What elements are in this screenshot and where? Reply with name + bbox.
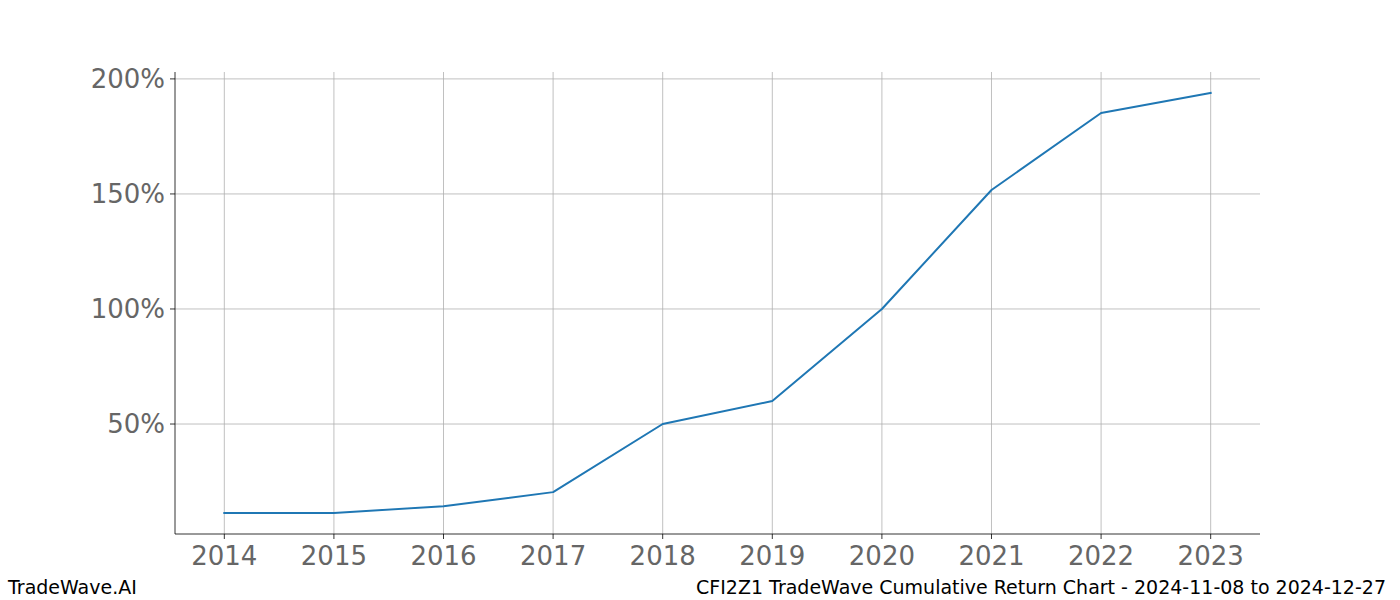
chart-title: CFI2Z1 TradeWave Cumulative Return Chart… <box>696 576 1386 598</box>
x-tick-label: 2022 <box>1068 541 1134 571</box>
x-tick-label: 2018 <box>630 541 696 571</box>
x-grid-line <box>881 72 882 534</box>
x-tick-label: 2023 <box>1178 541 1244 571</box>
x-tick <box>1101 534 1102 539</box>
x-tick-label: 2017 <box>520 541 586 571</box>
x-tick-label: 2014 <box>191 541 257 571</box>
plot-area <box>224 93 1210 513</box>
x-tick <box>991 534 992 539</box>
x-grid-line <box>772 72 773 534</box>
x-axis <box>175 534 1260 535</box>
y-tick <box>170 193 175 194</box>
y-tick-label: 100% <box>91 294 165 324</box>
y-tick-label: 50% <box>107 409 165 439</box>
x-grid-line <box>1210 72 1211 534</box>
x-grid-line <box>1101 72 1102 534</box>
series-line <box>224 93 1210 513</box>
x-tick <box>662 534 663 539</box>
x-tick <box>333 534 334 539</box>
y-tick-label: 200% <box>91 64 165 94</box>
x-tick-label: 2019 <box>739 541 805 571</box>
y-tick <box>170 308 175 309</box>
y-grid-line <box>175 78 1260 79</box>
x-tick <box>553 534 554 539</box>
x-tick-label: 2015 <box>301 541 367 571</box>
x-grid-line <box>224 72 225 534</box>
x-grid-line <box>443 72 444 534</box>
x-tick-label: 2016 <box>410 541 476 571</box>
x-tick <box>224 534 225 539</box>
x-tick-label: 2021 <box>958 541 1024 571</box>
y-tick <box>170 78 175 79</box>
x-grid-line <box>553 72 554 534</box>
y-grid-line <box>175 308 1260 309</box>
y-tick-label: 150% <box>91 179 165 209</box>
y-axis <box>175 72 176 534</box>
y-grid-line <box>175 193 1260 194</box>
x-grid-line <box>333 72 334 534</box>
chart: 2014 2015 2016 2017 2018 2019 2020 2021 2022 2023… <box>0 0 1400 600</box>
x-tick <box>1210 534 1211 539</box>
watermark: TradeWave.AI <box>7 576 137 598</box>
x-tick <box>881 534 882 539</box>
x-tick-label: 2020 <box>849 541 915 571</box>
x-tick <box>443 534 444 539</box>
x-grid-line <box>991 72 992 534</box>
x-tick <box>772 534 773 539</box>
y-grid-line <box>175 424 1260 425</box>
grid <box>175 72 1260 534</box>
y-tick <box>170 424 175 425</box>
x-grid-line <box>662 72 663 534</box>
